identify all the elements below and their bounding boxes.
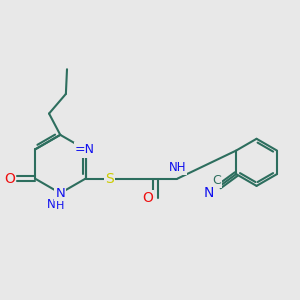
- Text: C: C: [212, 174, 221, 187]
- Text: N: N: [56, 187, 65, 200]
- Text: NH: NH: [169, 161, 186, 174]
- Text: =N: =N: [75, 143, 95, 156]
- Text: N: N: [81, 142, 91, 156]
- Text: S: S: [105, 172, 113, 186]
- Text: N: N: [204, 186, 214, 200]
- Text: N: N: [80, 142, 91, 156]
- Text: O: O: [4, 172, 15, 186]
- Text: NH: NH: [47, 198, 64, 211]
- Text: H: H: [56, 200, 64, 211]
- Text: O: O: [142, 191, 153, 205]
- Text: N: N: [81, 142, 90, 155]
